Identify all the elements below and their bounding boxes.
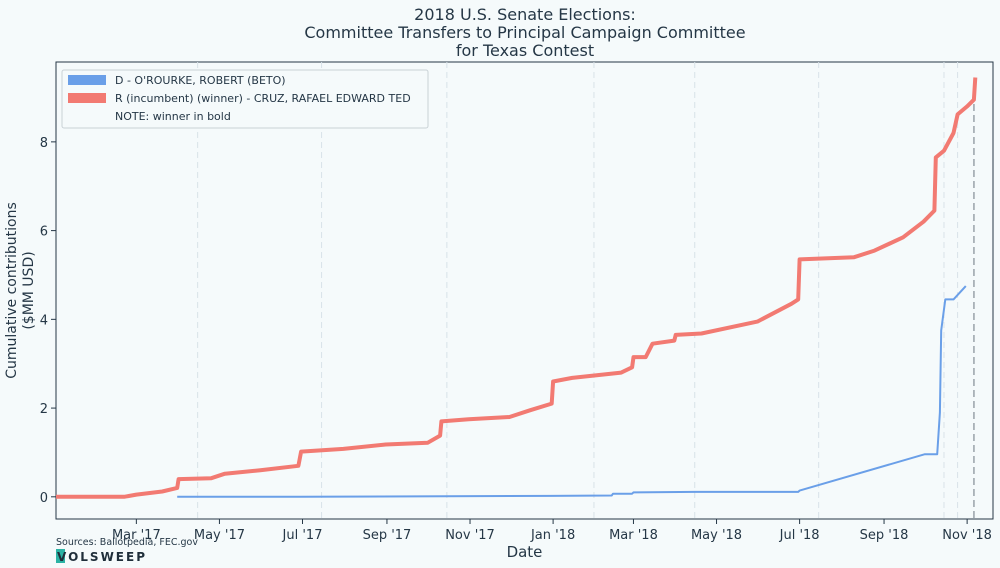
legend-note: NOTE: winner in bold [115,110,231,123]
legend-box [61,69,429,129]
grid-lines [197,62,975,519]
legend: D - O'ROURKE, ROBERT (BETO) R (incumbent)… [61,69,429,129]
series-line-0 [177,285,967,498]
plot-frame [55,61,994,520]
chart-title-line: 2018 U.S. Senate Elections: [414,5,636,24]
x-tick-label: Jan '18 [530,528,575,543]
y-axis-label-line: ($MM USD) [21,251,37,329]
x-tick-label: May '17 [194,528,245,543]
chart-title-line: for Texas Contest [456,41,594,60]
x-tick-label: Sep '18 [860,528,909,543]
y-axis-label-line: Cumulative contributions [4,202,20,379]
brand-logo-text: VOLSWEEP [57,550,147,564]
y-tick-label: 6 [40,225,48,240]
series-lines [56,77,978,499]
legend-swatch [68,75,106,85]
x-tick-label: Mar '18 [609,528,658,543]
y-tick-label: 0 [40,491,48,506]
x-tick-label: Jul '17 [282,528,323,543]
x-axis-label: Date [507,543,543,561]
brand-logo-mark [56,549,65,563]
x-tick-label: Mar '17 [112,528,161,543]
x-tick-label: Nov '17 [445,528,495,543]
legend-swatch [68,93,106,103]
x-tick-label: Sep '17 [363,528,412,543]
y-axis-label: Cumulative contributions ($MM USD) [4,202,37,379]
x-tick-label: Nov '18 [942,528,992,543]
y-tick-label: 4 [40,313,48,328]
series-line-1 [56,77,978,499]
legend-entry-label: R (incumbent) (winner) - CRUZ, RAFAEL ED… [115,92,411,105]
chart-title-line: Committee Transfers to Principal Campaig… [304,23,745,42]
y-axis-ticks: 0 2 4 6 8 [40,136,56,506]
source-note: Sources: Ballotpedia, FEC.gov [56,537,198,548]
legend-entry-label: D - O'ROURKE, ROBERT (BETO) [115,74,286,87]
x-axis-ticks: Mar '17 May '17 Jul '17 Sep '17 Nov '17 Jan '… [112,519,992,543]
x-tick-label: Jul '18 [779,528,820,543]
y-tick-label: 2 [40,402,48,417]
y-tick-label: 8 [40,136,48,151]
x-tick-label: May '18 [691,528,742,543]
chart-title: 2018 U.S. Senate Elections:Committee Tra… [304,5,745,60]
brand-logo: VOLSWEEP [56,549,147,564]
